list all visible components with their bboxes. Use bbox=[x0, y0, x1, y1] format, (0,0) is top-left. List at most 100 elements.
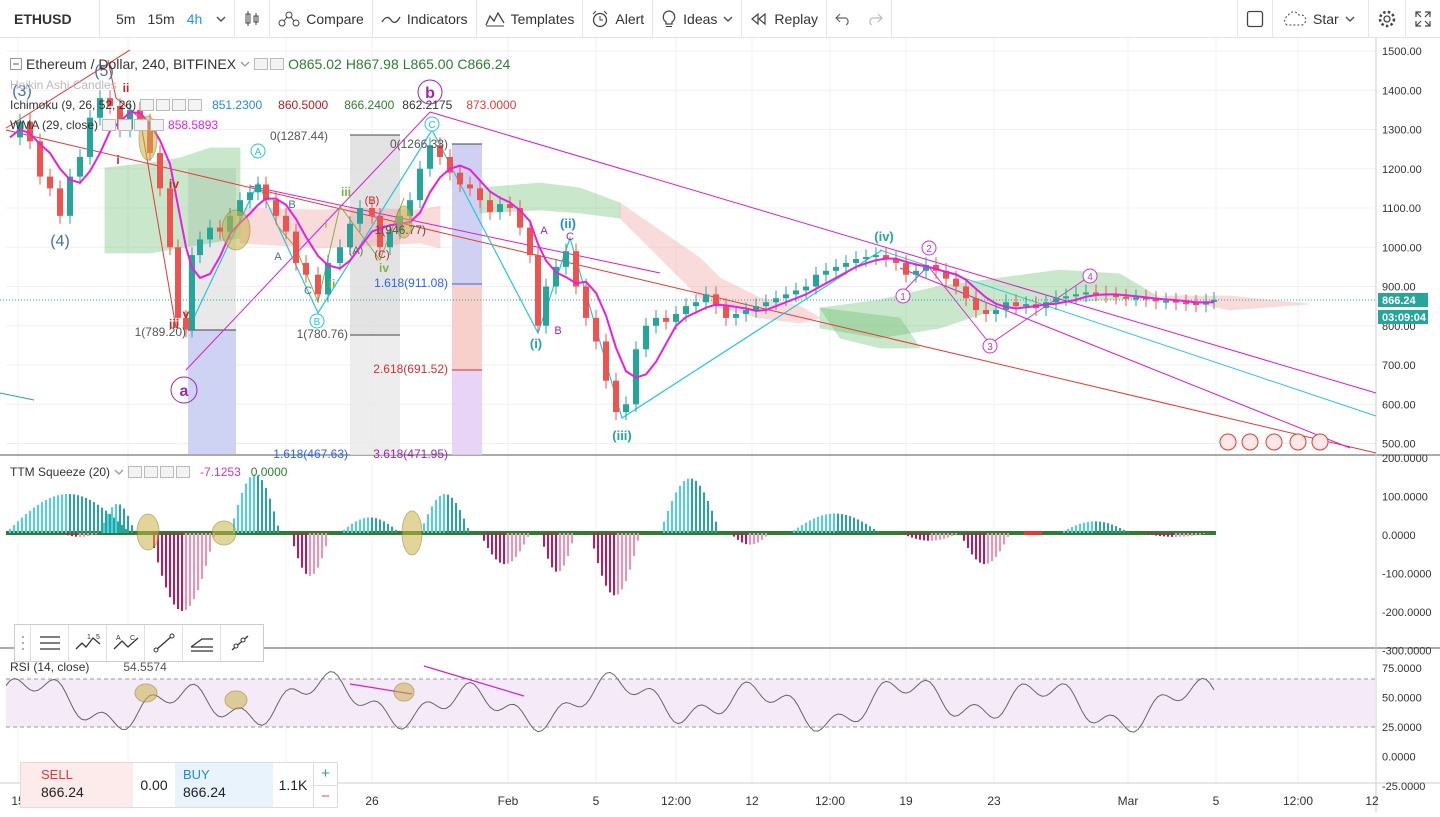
candle-body bbox=[247, 192, 253, 201]
wave-label: a bbox=[180, 383, 189, 400]
rsi-axis-label: 50.0000 bbox=[1382, 693, 1422, 705]
candle-body bbox=[1083, 292, 1089, 295]
candle-body bbox=[1183, 302, 1189, 305]
cloud-icon bbox=[1284, 10, 1307, 25]
ttm-axis-label: -100.0000 bbox=[1382, 569, 1432, 581]
candle-body bbox=[553, 266, 559, 287]
candle-body bbox=[217, 227, 223, 232]
save-layout-button[interactable]: Star bbox=[1273, 0, 1369, 38]
quantity-value[interactable]: 1.1K bbox=[278, 777, 308, 793]
ideas-label: Ideas bbox=[683, 10, 718, 27]
buy-button[interactable]: BUY 866.24 bbox=[175, 763, 273, 807]
settings-button[interactable] bbox=[1369, 0, 1406, 38]
candle-body bbox=[87, 117, 93, 157]
wave-label: (ii) bbox=[560, 216, 576, 231]
expand-button[interactable] bbox=[1406, 0, 1440, 38]
undo-button[interactable] bbox=[827, 0, 859, 38]
highlight-ellipse bbox=[134, 683, 158, 703]
ohlc-low: L865.00 bbox=[402, 56, 454, 72]
collapse-icon[interactable] bbox=[10, 58, 22, 70]
fullscreen-square-button[interactable] bbox=[1237, 0, 1273, 38]
symbol-search[interactable]: ETHUSD bbox=[0, 0, 100, 38]
ichimoku-buttons[interactable] bbox=[140, 99, 203, 111]
wave-label: b bbox=[425, 85, 435, 102]
compare-label: Compare bbox=[306, 10, 364, 27]
ichimoku-label[interactable]: Ichimoku (9, 26, 52, 26) bbox=[10, 98, 137, 112]
candle-body bbox=[763, 302, 769, 307]
redo-button[interactable] bbox=[859, 0, 893, 38]
rsi-value: 54.5574 bbox=[123, 660, 167, 674]
ohlc-high: H867.98 bbox=[345, 56, 399, 72]
candle-body bbox=[893, 259, 899, 263]
wave-circle bbox=[309, 313, 325, 329]
candle-body bbox=[1023, 304, 1029, 307]
interval-4h[interactable]: 4h bbox=[186, 10, 203, 27]
ray-tool[interactable] bbox=[221, 625, 259, 661]
fib-label: 0(1287.44) bbox=[270, 129, 328, 143]
candle-body bbox=[57, 188, 63, 216]
pitchfork-tool[interactable] bbox=[183, 625, 221, 661]
candle-body bbox=[543, 286, 549, 326]
trend-line-tool[interactable] bbox=[145, 625, 183, 661]
sell-button[interactable]: SELL 866.24 bbox=[21, 763, 133, 807]
wave-label: (4) bbox=[50, 233, 70, 250]
wave-label: A bbox=[274, 251, 282, 263]
chevron-down-icon[interactable] bbox=[240, 59, 250, 69]
legend-buttons[interactable] bbox=[254, 58, 285, 70]
ttm-label[interactable]: TTM Squeeze (20) bbox=[10, 465, 111, 479]
candle-body bbox=[303, 262, 309, 275]
chart-title[interactable]: Ethereum / Dollar, 240, BITFINEX bbox=[26, 56, 237, 72]
highlight-ellipse bbox=[395, 205, 413, 239]
candle-body bbox=[833, 266, 839, 271]
wma-label[interactable]: WMA (29, close) bbox=[10, 118, 99, 132]
candle-body bbox=[723, 306, 729, 318]
chart-type-button[interactable] bbox=[235, 0, 271, 38]
interval-5m[interactable]: 5m bbox=[116, 10, 136, 27]
price-axis-label: 1300.00 bbox=[1382, 125, 1422, 137]
chart-canvas[interactable]: (3)(5)(4)ab(iv)(iii)(ii)(i)iiiiviiiviiii… bbox=[0, 38, 1440, 812]
highlight-ellipse bbox=[224, 690, 248, 710]
plus-button[interactable]: + bbox=[321, 765, 330, 783]
drag-handle[interactable] bbox=[15, 625, 31, 661]
ohlc-open: O865.02 bbox=[288, 56, 342, 72]
ttm-buttons[interactable] bbox=[128, 466, 191, 478]
horizontal-lines-tool[interactable] bbox=[31, 625, 69, 661]
svg-text:1: 1 bbox=[87, 634, 91, 641]
candle-body bbox=[683, 306, 689, 314]
compare-button[interactable]: Compare bbox=[270, 0, 373, 38]
chart-area[interactable]: (3) (5) (4) a b (iv) (iii) (ii) (i) iii iv ii i v ii i i… bbox=[0, 38, 1440, 812]
svg-text:5: 5 bbox=[96, 634, 100, 641]
ttm-axis-label: 0.0000 bbox=[1382, 530, 1416, 542]
spread-value: 0.00 bbox=[140, 777, 168, 793]
candle-body bbox=[347, 223, 353, 248]
indicators-icon bbox=[381, 16, 401, 23]
ttm-v1: -7.1253 bbox=[200, 465, 241, 479]
candle-body bbox=[1133, 297, 1139, 300]
ideas-button[interactable]: Ideas bbox=[653, 0, 743, 38]
candle-body bbox=[913, 270, 919, 275]
grip-icon bbox=[21, 636, 24, 650]
minus-button[interactable]: − bbox=[314, 784, 337, 808]
chevron-down-icon[interactable] bbox=[114, 467, 124, 477]
replay-button[interactable]: Replay bbox=[742, 0, 828, 38]
event-flag-icon bbox=[1289, 433, 1307, 451]
candle-body bbox=[823, 270, 829, 275]
interval-15m[interactable]: 15m bbox=[147, 10, 175, 27]
candle-body bbox=[527, 227, 533, 256]
elliott-wave bbox=[275, 197, 405, 304]
wave-label: C bbox=[304, 285, 312, 297]
candle-body bbox=[573, 251, 579, 287]
candles-icon bbox=[245, 10, 259, 26]
interval-dropdown[interactable] bbox=[208, 0, 236, 38]
indicators-button[interactable]: Indicators bbox=[373, 0, 477, 38]
candle-body bbox=[1013, 302, 1019, 307]
wave-label: A bbox=[255, 147, 262, 158]
rsi-label[interactable]: RSI (14, close) bbox=[10, 660, 90, 674]
templates-button[interactable]: Templates bbox=[477, 0, 584, 38]
wma-buttons[interactable] bbox=[102, 119, 165, 131]
wave-circle bbox=[982, 338, 998, 354]
alert-button[interactable]: Alert bbox=[583, 0, 654, 38]
